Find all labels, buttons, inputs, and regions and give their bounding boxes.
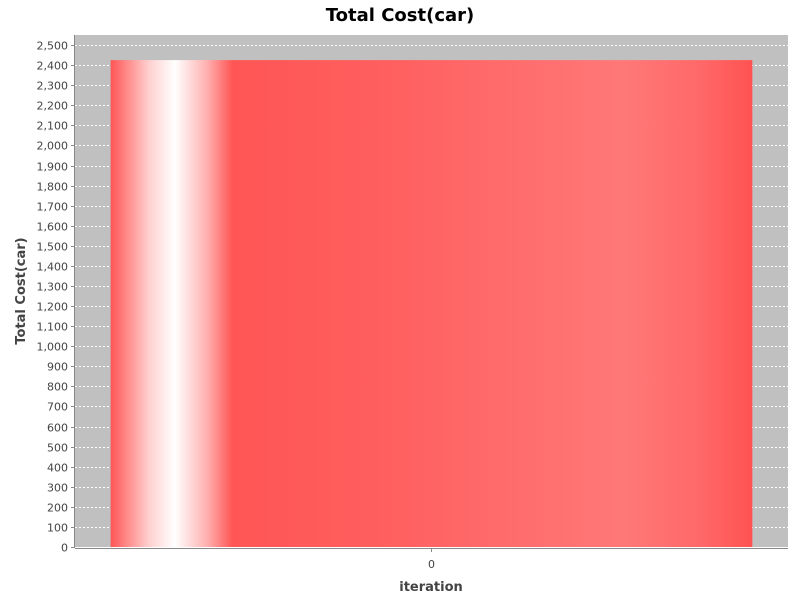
y-tick-label: 600 [47,422,68,435]
bars [110,60,753,548]
x-tick-label: 0 [428,558,435,571]
y-tick-label: 1,100 [37,321,69,334]
y-tick-label: 100 [47,522,68,535]
y-tick-label: 2,300 [37,80,69,93]
y-tick-label: 1,900 [37,161,69,174]
y-tick-label: 1,200 [37,301,69,314]
y-tick-label: 2,000 [37,140,69,153]
bar-0 [110,60,753,548]
y-tick-label: 500 [47,442,68,455]
chart-title: Total Cost(car) [326,5,474,26]
y-tick-label: 2,400 [37,60,69,73]
y-tick-label: 300 [47,482,68,495]
y-tick-label: 200 [47,502,68,515]
y-tick-label: 1,300 [37,281,69,294]
y-tick-label: 400 [47,462,68,475]
y-tick-label: 1,800 [37,181,69,194]
y-tick-label: 2,500 [37,40,69,53]
y-tick-label: 1,500 [37,241,69,254]
y-tick-label: 1,000 [37,341,69,354]
y-tick-label: 2,200 [37,100,69,113]
y-tick-label: 1,400 [37,261,69,274]
y-tick-label: 2,100 [37,120,69,133]
y-axis-title: Total Cost(car) [14,237,29,344]
y-tick-label: 1,600 [37,221,69,234]
y-tick-label: 1,700 [37,201,69,214]
y-axis-ticks: 0 100 200 300 400 500 600 700 800 900 1,000 1,100 1,… [37,40,75,555]
y-tick-label: 0 [61,542,68,555]
y-tick-label: 800 [47,381,68,394]
y-tick-label: 900 [47,361,68,374]
x-axis-title: iteration [399,580,463,595]
y-tick-label: 700 [47,401,68,414]
x-axis-ticks: 0 [428,548,435,571]
